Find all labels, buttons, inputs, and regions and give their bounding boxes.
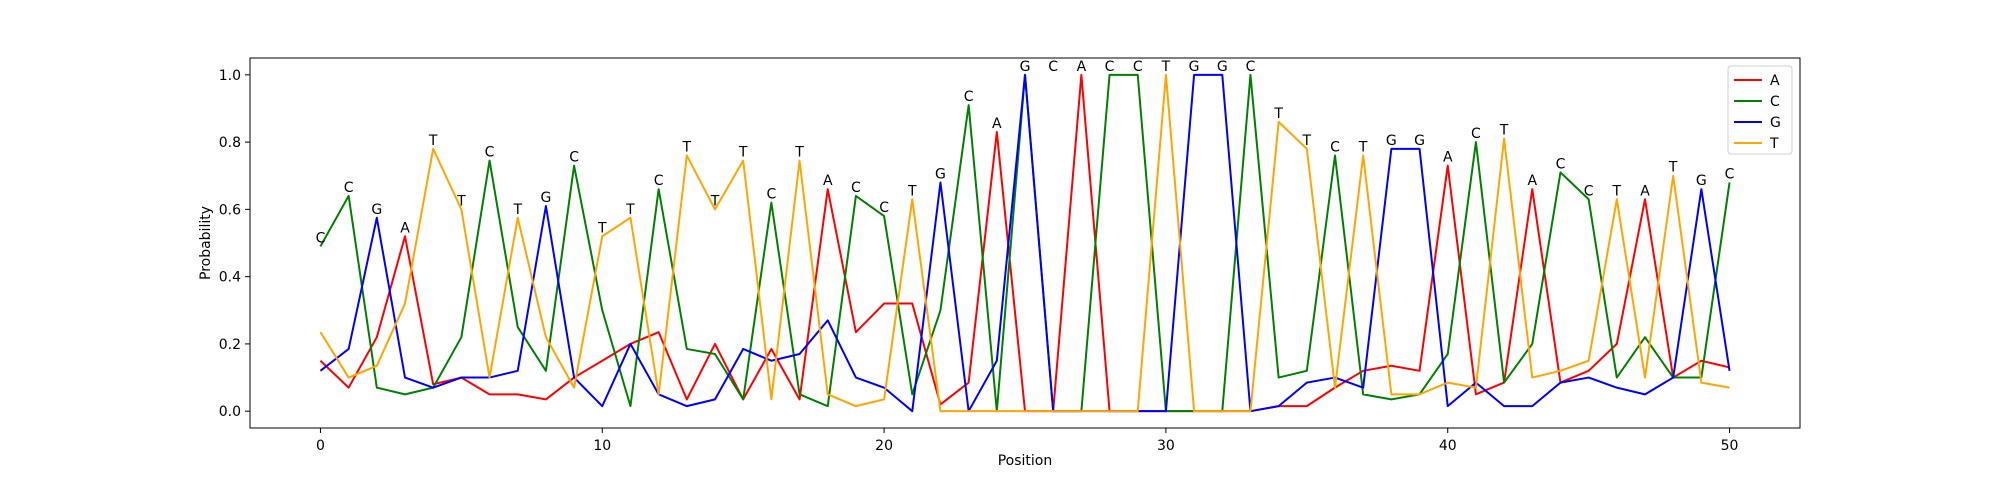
peak-label: T [428, 133, 438, 149]
peak-label: T [1161, 59, 1171, 75]
peak-label: C [344, 180, 354, 196]
peak-label: C [1584, 183, 1594, 199]
peak-label: T [794, 145, 804, 161]
peak-label: A [1443, 150, 1453, 166]
x-tick-label: 20 [875, 438, 893, 454]
peak-label: G [1696, 173, 1707, 189]
peak-label: C [1048, 59, 1058, 75]
legend-label-A: A [1770, 73, 1780, 89]
peak-label: C [1246, 59, 1256, 75]
axes-frame [249, 57, 1801, 429]
peak-label: T [597, 220, 607, 236]
peak-label: C [1105, 59, 1115, 75]
x-tick-label: 0 [316, 438, 325, 454]
peak-labels: C C G A T T C T G C T T C T T T C T A C C T G C A G C A C C T G G C T T C T G G… [316, 59, 1735, 247]
series-line-G [319, 73, 1731, 413]
y-tick-label: 0.8 [219, 135, 241, 151]
y-axis: 0.0 0.2 0.4 0.6 0.8 1.0 [219, 68, 250, 420]
peak-label: G [935, 166, 946, 182]
peak-label: G [1189, 59, 1200, 75]
peak-label: G [540, 190, 551, 206]
legend-label-C: C [1770, 94, 1780, 110]
peak-label: C [1330, 140, 1340, 156]
x-tick-label: 50 [1721, 438, 1739, 454]
y-axis-title: Probability [198, 206, 214, 280]
peak-label: C [1471, 126, 1481, 142]
peak-label: T [1273, 106, 1283, 122]
peak-label: C [964, 89, 974, 105]
peak-label: T [1499, 123, 1509, 139]
y-tick-label: 0.6 [219, 202, 241, 218]
peak-label: T [907, 183, 917, 199]
y-tick-label: 1.0 [219, 68, 241, 84]
peak-label: T [625, 202, 635, 218]
legend-label-G: G [1770, 115, 1781, 131]
peak-label: G [1414, 133, 1425, 149]
series-line-T [319, 73, 1730, 413]
peak-label: T [512, 202, 522, 218]
legend-box [1727, 65, 1793, 155]
peak-label: T [1302, 133, 1312, 149]
peak-label: T [738, 145, 748, 161]
x-axis-title: Position [998, 453, 1053, 469]
peak-label: C [485, 145, 495, 161]
peak-label: C [766, 187, 776, 203]
x-tick-label: 10 [593, 438, 611, 454]
x-tick-label: 40 [1439, 438, 1457, 454]
peak-label: A [1527, 173, 1537, 189]
y-tick-label: 0.4 [219, 270, 241, 286]
peak-label: G [1020, 59, 1031, 75]
peak-label: T [1358, 140, 1368, 156]
peak-label: C [654, 173, 664, 189]
peak-label: A [400, 220, 410, 236]
peak-label: T [1668, 160, 1678, 176]
peak-label: C [569, 150, 579, 166]
peak-label: G [1217, 59, 1228, 75]
peak-label: A [992, 116, 1002, 132]
peak-label: C [316, 230, 326, 246]
x-tick-label: 30 [1157, 438, 1175, 454]
legend-label-T: T [1769, 136, 1779, 152]
peak-label: T [710, 193, 720, 209]
peak-label: C [879, 200, 889, 216]
x-axis: 0 10 20 30 40 50 [316, 428, 1738, 454]
peak-label: C [851, 180, 861, 196]
peak-label: A [1077, 59, 1087, 75]
peak-label: A [1640, 183, 1650, 199]
peak-label: G [371, 202, 382, 218]
peak-label: T [1612, 183, 1622, 199]
y-tick-label: 0.0 [219, 404, 241, 420]
peak-label: C [1725, 166, 1735, 182]
y-tick-label: 0.2 [219, 337, 241, 353]
series-layer [319, 73, 1731, 413]
peak-label: C [1133, 59, 1143, 75]
peak-label: T [456, 193, 466, 209]
peak-label: A [823, 173, 833, 189]
peak-label: C [1556, 156, 1566, 172]
peak-label: G [1386, 133, 1397, 149]
peak-label: T [682, 140, 692, 156]
